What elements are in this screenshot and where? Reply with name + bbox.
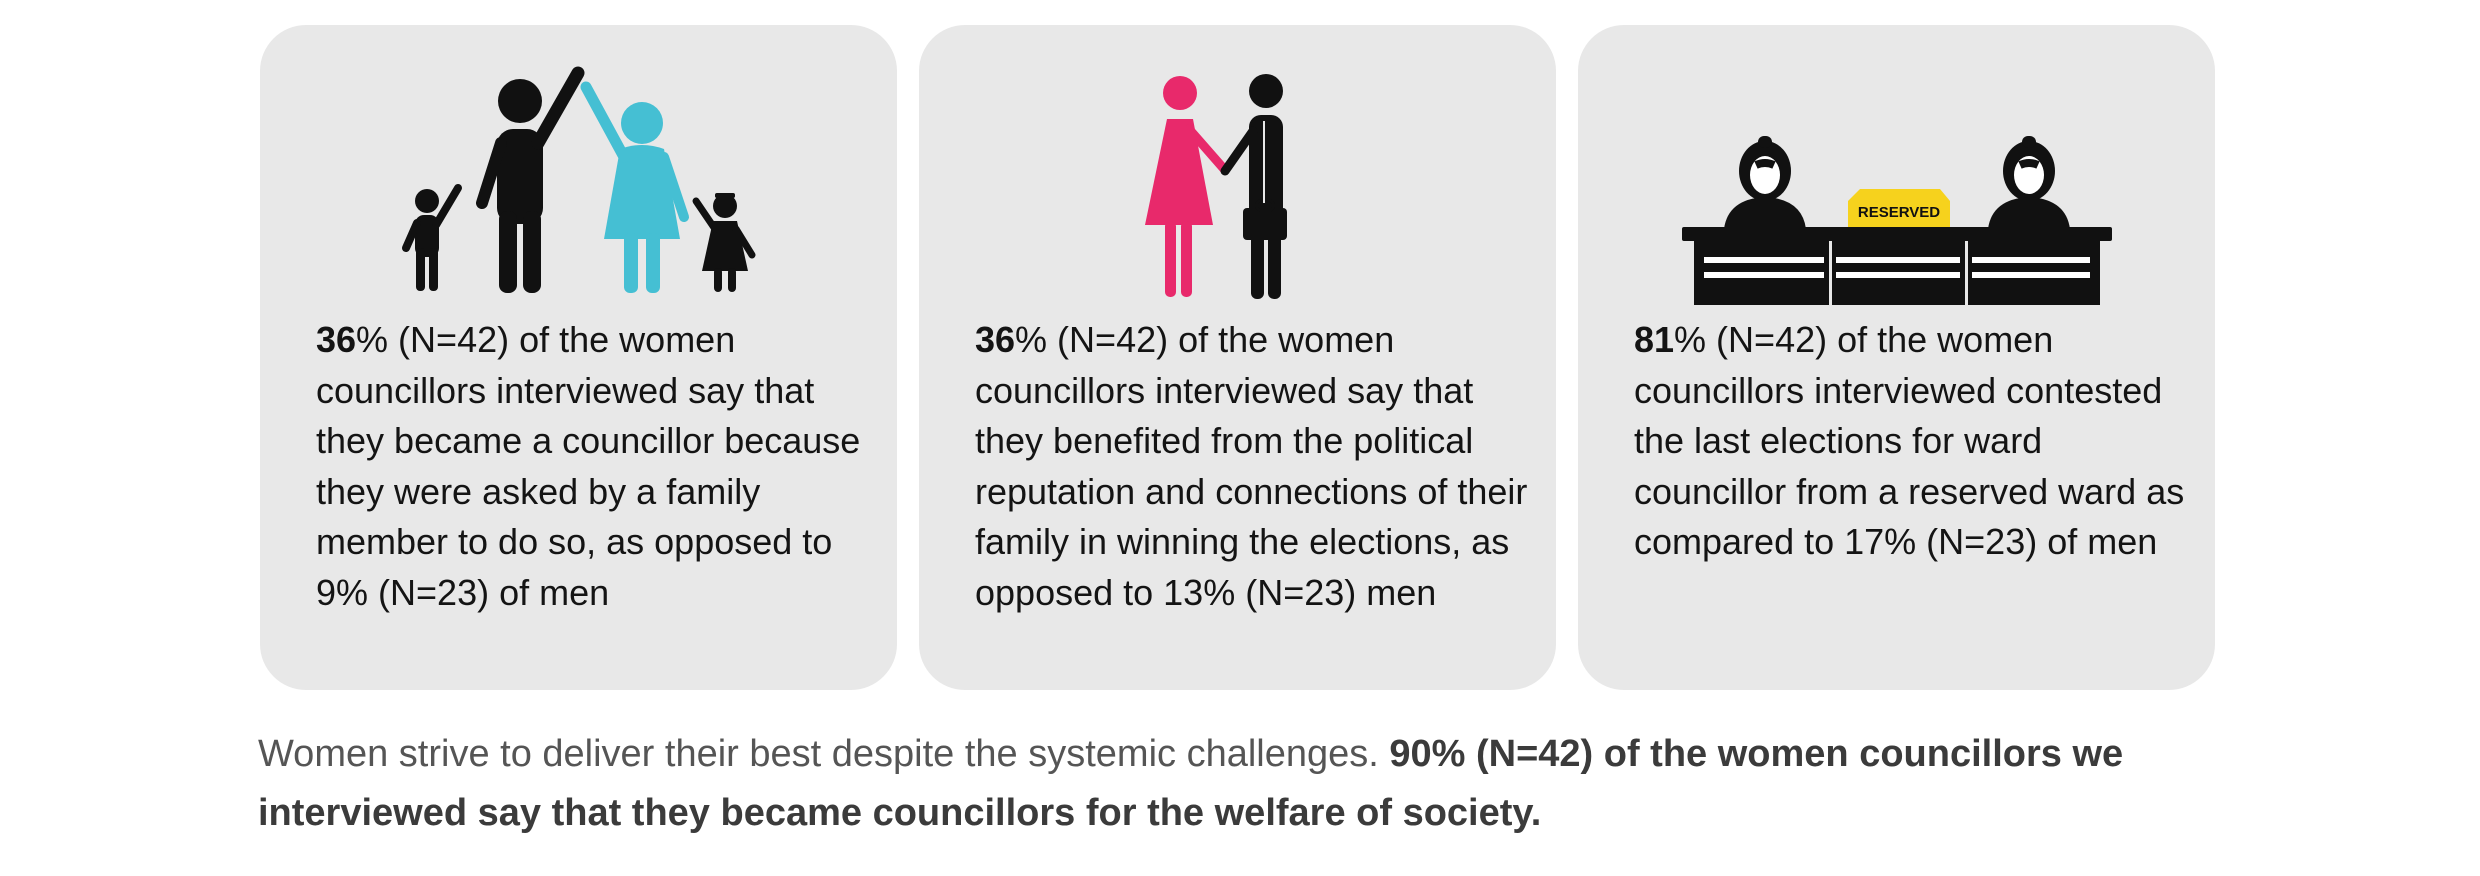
stat-number: 36 [316,319,357,360]
stat-description: % (N=42) of the women councillors interv… [316,319,861,613]
summary-highlight: 90% (N=42) of the women councillors we i… [258,733,2124,834]
stat-card-family-request: 36% (N=42) of the women councillors inte… [260,25,897,690]
summary-intro: Women strive to deliver their best despi… [258,733,1390,775]
stat-description: % (N=42) of the women councillors interv… [975,319,1528,613]
couple-handshake-icon [1145,74,1287,299]
stat-number: 81 [1634,319,1675,360]
stat-description: % (N=42) of the women councillors interv… [1634,319,2185,562]
stat-text: 81% (N=42) of the women councillors inte… [1634,315,2194,568]
summary-paragraph: Women strive to deliver their best despi… [258,725,2258,843]
reserved-sign-label: RESERVED [1858,204,1940,221]
reserved-seat-desk-icon: RESERVED [1682,136,2112,305]
stat-text: 36% (N=42) of the women councillors inte… [975,315,1535,618]
stat-number: 36 [975,319,1016,360]
stat-text: 36% (N=42) of the women councillors inte… [316,315,876,618]
stat-card-family-reputation: 36% (N=42) of the women councillors inte… [919,25,1556,690]
stat-card-reserved-ward: RESERVED 81% (N=42) of the women council… [1578,25,2215,690]
family-icon [402,66,756,293]
